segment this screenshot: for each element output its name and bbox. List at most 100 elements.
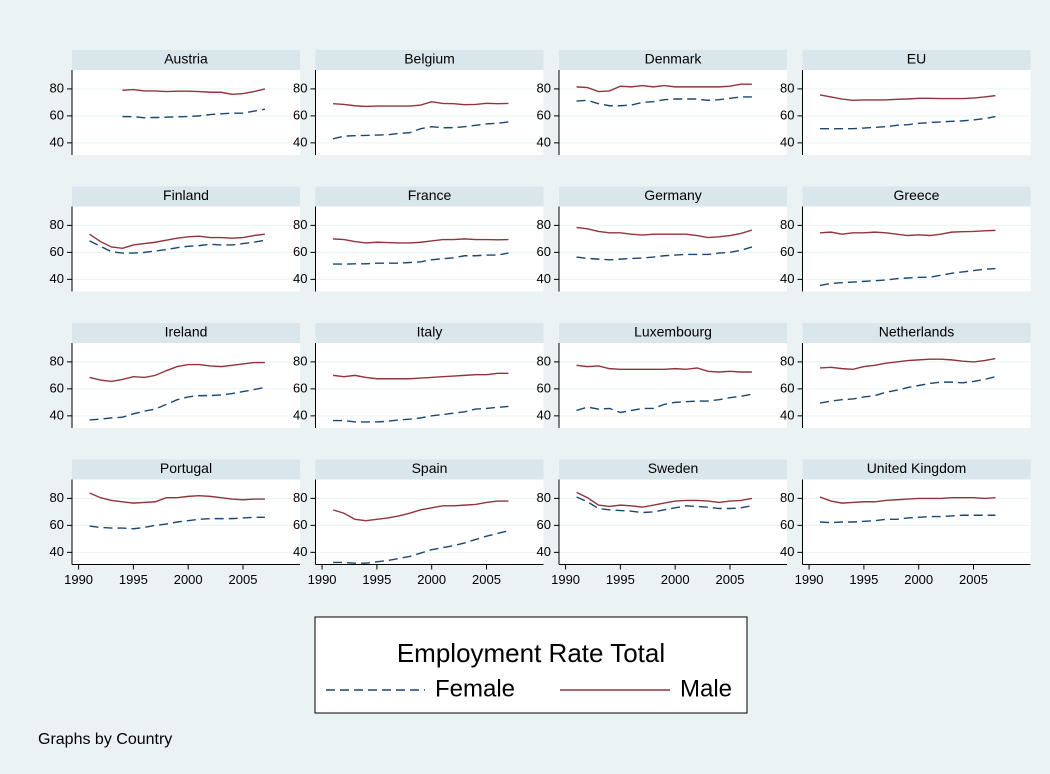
x-tick-label: 2000 [417,572,446,587]
legend-box [314,616,748,714]
panel-header [72,50,300,70]
y-tick-label: 40 [537,407,551,422]
x-tick-label: 1990 [795,572,824,587]
panel-title: Netherlands [879,324,955,340]
panel-title: Greece [894,187,940,203]
panel-title: Sweden [648,460,699,476]
y-tick-label: 60 [780,244,794,259]
panel-title: Denmark [645,51,703,67]
series-line [122,108,266,119]
y-tick-label: 80 [537,217,551,232]
y-tick-label: 40 [50,407,64,422]
y-tick-label: 40 [50,544,64,559]
legend-label: Male [680,675,732,702]
series-line [122,88,266,95]
x-tick-label: 1990 [551,572,580,587]
y-tick-label: 80 [780,80,794,95]
note: Graphs by Country [38,731,172,748]
plot-area [72,70,300,155]
y-tick-label: 40 [293,407,307,422]
y-tick-label: 60 [537,517,551,532]
series-line [819,267,996,287]
plot-area [315,479,544,565]
y-tick-label: 40 [293,271,307,286]
panel-header [72,323,300,343]
plot-area [72,206,300,292]
panel-header [802,323,1031,343]
series-line [89,233,266,250]
panel-header [315,50,544,70]
panel-title: EU [907,51,926,67]
y-tick-label: 40 [780,271,794,286]
series-line [332,238,509,244]
series-line [333,252,509,265]
plot-area [559,343,787,428]
panel-title: Germany [644,187,702,203]
y-tick-label: 60 [50,380,64,395]
y-tick-label: 80 [50,490,64,505]
y-tick-label: 80 [293,353,307,368]
x-tick-label: 1990 [308,572,337,587]
plot-area [72,479,300,565]
panel-title: Italy [417,324,443,340]
y-tick-label: 80 [780,490,794,505]
series-line [576,226,753,239]
panel-header [559,323,787,343]
panel-header [315,323,544,343]
panel-title: Luxembourg [634,324,712,340]
y-tick-label: 40 [780,407,794,422]
plot-area [315,70,544,155]
panel-header [559,186,787,207]
panel-title: Spain [412,460,448,476]
plot-area [559,206,787,292]
series-line [333,405,509,423]
series-line [819,496,996,504]
y-tick-label: 60 [293,107,307,122]
y-tick-label: 60 [780,380,794,395]
x-tick-label: 1995 [362,572,391,587]
series-line [576,246,753,261]
x-tick-label: 2005 [959,572,988,587]
y-tick-label: 80 [293,490,307,505]
x-tick-label: 2000 [174,572,203,587]
series-line [576,364,752,373]
panel-header [72,186,300,207]
y-tick-label: 40 [50,271,64,286]
y-tick-label: 40 [50,134,64,149]
y-tick-label: 80 [293,80,307,95]
y-tick-label: 60 [537,107,551,122]
y-tick-label: 80 [780,353,794,368]
legend-label: Female [435,675,515,702]
panel-header [315,459,544,480]
series-line [89,386,266,421]
panel-header [802,459,1031,480]
panel-header [315,186,544,207]
series-line [576,491,753,508]
x-tick-label: 2005 [472,572,501,587]
panel-title: Ireland [165,324,208,340]
panel-title: Austria [164,51,208,67]
y-tick-label: 80 [293,217,307,232]
x-tick-label: 2000 [904,572,933,587]
series-line [89,492,265,504]
plot-area [802,70,1031,155]
plot-area [315,343,544,428]
x-tick-label: 2000 [661,572,690,587]
y-tick-label: 80 [537,353,551,368]
series-line [819,94,996,102]
series-line [89,516,265,530]
x-tick-label: 1990 [64,572,93,587]
plot-area [802,206,1031,292]
series-line [819,514,996,524]
x-tick-label: 1995 [849,572,878,587]
series-line [333,530,509,564]
series-line [332,121,509,140]
y-tick-label: 80 [50,80,64,95]
plot-area [559,70,787,155]
y-tick-label: 40 [537,544,551,559]
series-line [576,496,753,514]
panel-title: Finland [163,187,209,203]
series-line [576,83,752,93]
